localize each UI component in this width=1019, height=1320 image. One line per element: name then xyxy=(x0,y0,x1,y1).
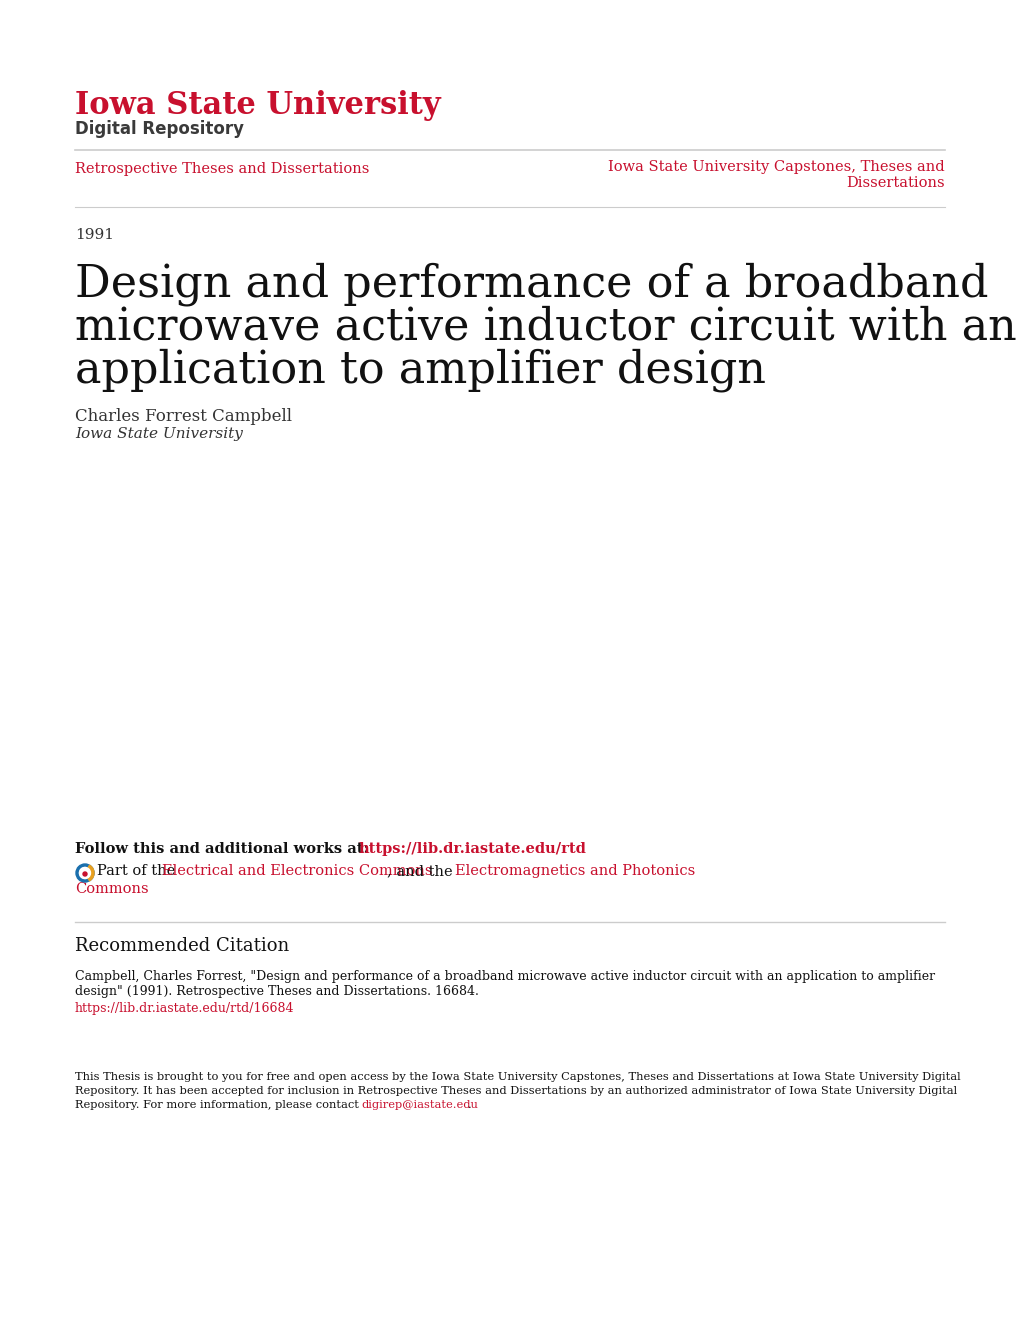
Text: digirep@iastate.edu: digirep@iastate.edu xyxy=(361,1100,478,1110)
Text: Digital Repository: Digital Repository xyxy=(75,120,244,139)
Text: Charles Forrest Campbell: Charles Forrest Campbell xyxy=(75,408,291,425)
Text: Iowa State University Capstones, Theses and: Iowa State University Capstones, Theses … xyxy=(607,160,944,174)
Text: Recommended Citation: Recommended Citation xyxy=(75,937,289,954)
Text: Electrical and Electronics Commons: Electrical and Electronics Commons xyxy=(162,865,432,878)
Text: This Thesis is brought to you for free and open access by the Iowa State Univers: This Thesis is brought to you for free a… xyxy=(75,1072,960,1082)
Circle shape xyxy=(83,873,87,876)
Text: Design and performance of a broadband: Design and performance of a broadband xyxy=(75,261,987,306)
Text: .: . xyxy=(468,1100,471,1110)
Text: Dissertations: Dissertations xyxy=(846,176,944,190)
Text: application to amplifier design: application to amplifier design xyxy=(75,348,765,392)
Text: Retrospective Theses and Dissertations: Retrospective Theses and Dissertations xyxy=(75,162,369,176)
Circle shape xyxy=(76,865,94,882)
Text: 1991: 1991 xyxy=(75,228,114,242)
Text: , and the: , and the xyxy=(386,865,457,878)
Circle shape xyxy=(79,867,91,879)
Text: Campbell, Charles Forrest, "Design and performance of a broadband microwave acti: Campbell, Charles Forrest, "Design and p… xyxy=(75,970,934,983)
Wedge shape xyxy=(85,865,94,880)
Text: Iowa State University: Iowa State University xyxy=(75,90,440,121)
Text: Electromagnetics and Photonics: Electromagnetics and Photonics xyxy=(454,865,695,878)
Text: https://lib.dr.iastate.edu/rtd: https://lib.dr.iastate.edu/rtd xyxy=(359,842,586,855)
Text: Repository. It has been accepted for inclusion in Retrospective Theses and Disse: Repository. It has been accepted for inc… xyxy=(75,1086,956,1096)
Text: design" (1991). Retrospective Theses and Dissertations. 16684.: design" (1991). Retrospective Theses and… xyxy=(75,985,478,998)
Circle shape xyxy=(79,867,91,879)
Text: Follow this and additional works at:: Follow this and additional works at: xyxy=(75,842,374,855)
Text: Repository. For more information, please contact: Repository. For more information, please… xyxy=(75,1100,362,1110)
Text: microwave active inductor circuit with an: microwave active inductor circuit with a… xyxy=(75,305,1016,348)
Text: https://lib.dr.iastate.edu/rtd/16684: https://lib.dr.iastate.edu/rtd/16684 xyxy=(75,1002,294,1015)
Text: Part of the: Part of the xyxy=(97,865,179,878)
Text: Iowa State University: Iowa State University xyxy=(75,426,243,441)
Text: Commons: Commons xyxy=(75,882,149,896)
